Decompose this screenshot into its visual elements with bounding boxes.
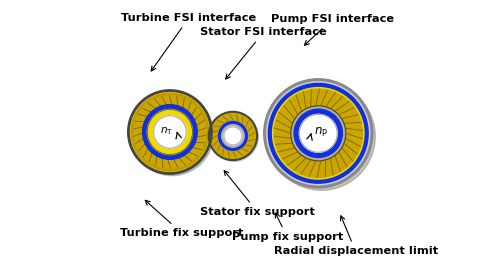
Circle shape (154, 116, 186, 148)
Circle shape (209, 112, 257, 160)
Circle shape (142, 105, 197, 159)
Text: Stator FSI interface: Stator FSI interface (200, 27, 327, 79)
Circle shape (264, 79, 372, 187)
Circle shape (290, 106, 346, 161)
Text: Stator fix support: Stator fix support (200, 171, 315, 217)
Circle shape (268, 83, 376, 190)
Circle shape (210, 113, 258, 161)
Circle shape (218, 121, 248, 150)
Circle shape (274, 89, 362, 177)
Text: $n_\mathrm{P}$: $n_\mathrm{P}$ (314, 126, 328, 139)
Circle shape (294, 109, 343, 157)
Circle shape (218, 122, 247, 150)
Text: Pump fix support: Pump fix support (232, 213, 343, 242)
Circle shape (134, 96, 206, 168)
Circle shape (220, 123, 246, 149)
Circle shape (268, 83, 368, 183)
Circle shape (131, 93, 209, 171)
Circle shape (148, 109, 192, 155)
Circle shape (222, 125, 244, 147)
Text: Turbine FSI interface: Turbine FSI interface (122, 13, 256, 71)
Circle shape (130, 93, 214, 176)
Text: Turbine fix support: Turbine fix support (120, 200, 244, 238)
Circle shape (224, 127, 242, 145)
Circle shape (292, 107, 344, 159)
Text: $n_\mathrm{T}$: $n_\mathrm{T}$ (160, 125, 173, 137)
Text: Radial displacement limit: Radial displacement limit (274, 216, 438, 257)
Circle shape (210, 113, 256, 158)
Circle shape (144, 107, 195, 157)
Circle shape (300, 114, 337, 152)
Circle shape (267, 82, 370, 185)
Circle shape (128, 91, 212, 173)
Text: Pump FSI interface: Pump FSI interface (271, 14, 394, 45)
Circle shape (270, 86, 366, 181)
Circle shape (144, 106, 196, 158)
Circle shape (272, 88, 364, 179)
